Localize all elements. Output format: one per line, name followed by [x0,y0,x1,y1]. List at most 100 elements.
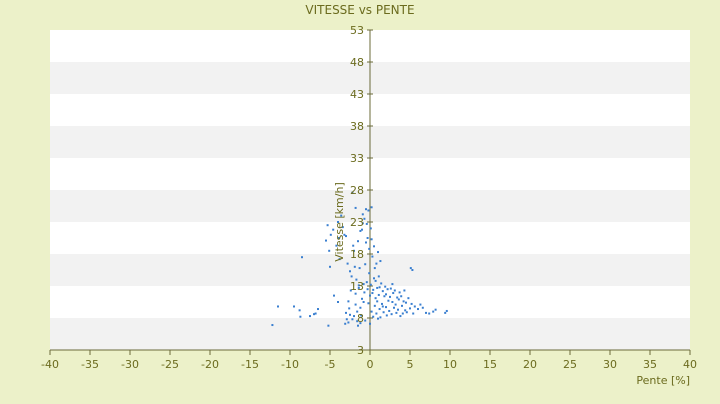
data-point [371,255,374,258]
data-point [361,297,363,300]
x-tick-label: 30 [603,358,617,371]
data-point [386,288,389,291]
data-point [387,299,390,302]
data-point [413,305,416,308]
data-point [359,322,362,325]
data-point [366,288,369,291]
data-point [271,324,274,327]
data-point [398,291,401,294]
data-point [378,286,381,289]
data-point [392,292,395,295]
data-point [428,312,431,315]
data-point [383,295,386,298]
data-point [367,209,370,212]
data-point [328,249,331,252]
data-point [365,241,367,244]
data-point [393,306,395,309]
data-point [293,305,295,308]
data-point [359,229,362,232]
data-point [368,247,371,250]
y-tick-label: 18 [350,248,364,261]
x-tick-label: -25 [161,358,179,371]
data-point [384,285,387,288]
data-point [349,313,351,316]
axis-labels: -40 -35 -30 -25 -20 -15 -10 -5 0 5 10 15 20 25 30 35 40 3… [41,3,697,387]
data-point [337,301,339,303]
x-tick-label: 5 [407,358,414,371]
data-point [345,318,348,321]
data-point [391,301,394,303]
data-point [419,303,422,306]
data-point [353,265,356,268]
data-point [411,269,414,271]
data-point [366,237,369,239]
data-point [354,292,357,295]
data-point [325,239,327,242]
data-point [410,302,413,305]
data-point [376,286,379,289]
data-point [379,260,382,263]
data-point [348,307,351,310]
data-point [363,217,366,220]
data-point [373,277,375,280]
data-point [372,315,375,318]
data-point [349,270,351,273]
data-point [353,249,355,252]
data-point [405,301,407,304]
x-tick-label: 0 [367,358,374,371]
axes [49,29,691,355]
y-tick-label: 3 [357,344,364,357]
data-point [390,313,393,316]
x-tick-label: 15 [483,358,497,371]
data-point [381,290,384,293]
x-tick-label: -20 [201,358,219,371]
data-point [365,281,368,284]
data-point [350,275,353,278]
data-point [369,322,371,325]
data-point [385,314,388,317]
data-point [399,315,402,318]
data-point [380,282,383,285]
data-point [365,208,367,211]
data-point [313,313,315,316]
y-tick-label: 33 [350,152,364,165]
y-tick-label: 53 [350,24,364,37]
data-point [377,293,380,296]
data-point [397,298,400,301]
data-point [373,245,375,248]
data-point [364,263,367,266]
data-point [382,311,385,314]
data-point [341,226,344,229]
data-point [421,306,424,309]
x-tick-label: -30 [121,358,139,371]
data-point [374,279,377,282]
data-point [362,301,365,303]
data-point [332,228,335,231]
data-point [347,300,350,303]
data-point [377,251,379,254]
data-point [353,315,355,318]
x-tick-label: 20 [523,358,537,371]
data-point [367,302,370,305]
data-point [409,307,411,310]
data-point [377,275,380,278]
data-point [301,256,303,259]
data-point [397,308,399,311]
data-point [391,283,394,286]
data-point [354,303,357,306]
data-point [403,289,406,292]
data-point [357,324,359,327]
y-tick-label: 48 [350,56,364,69]
data-point [357,284,360,287]
data-point [357,286,360,289]
data-point [298,309,301,312]
data-point [333,294,335,297]
data-point [370,206,373,209]
data-point [361,222,364,225]
data-point [389,295,391,298]
data-point [338,258,341,261]
data-point [351,318,354,321]
data-point [327,324,330,327]
